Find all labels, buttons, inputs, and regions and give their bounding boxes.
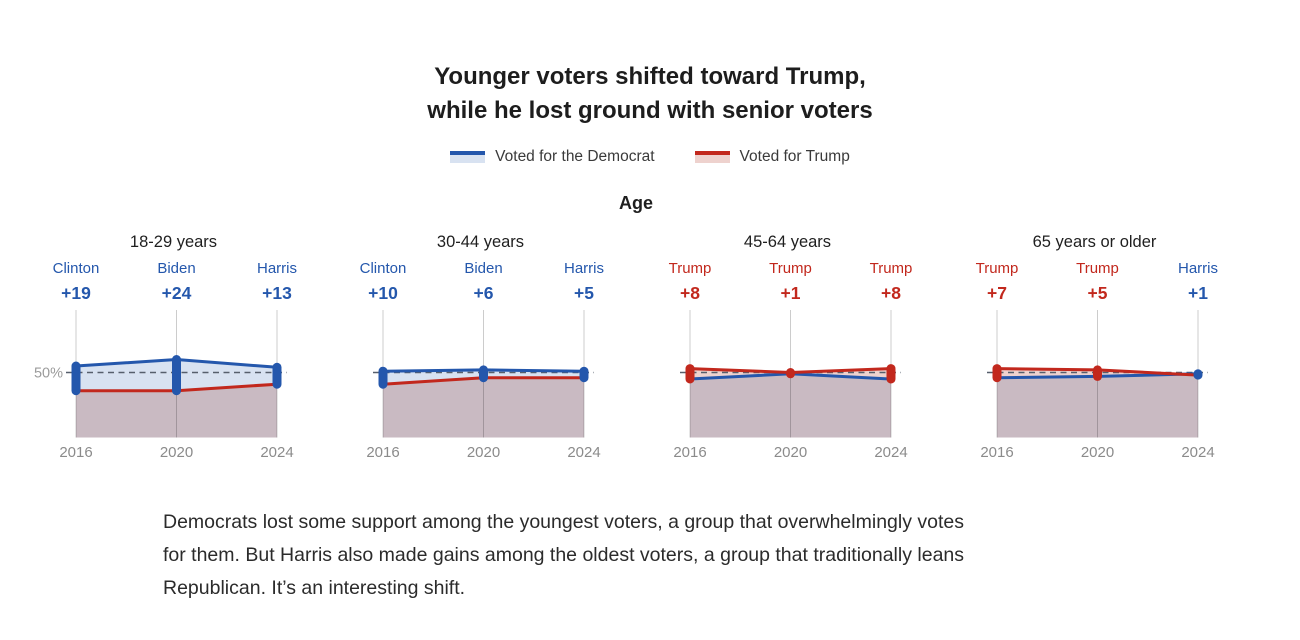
trend-chart: 2016 2020 2024 [673,310,908,461]
year-label: 2020 [774,444,807,461]
year-label: 2024 [260,444,293,461]
caption-line: Republican. It’s an interesting shift. [163,577,466,599]
winner-margin: +1 [780,283,801,303]
age-heading: Age [618,193,653,213]
winner-name: Trump [1076,260,1119,277]
age-panel: 65 years or older Trump +7 Trump +5 Harris +1… [941,230,1248,472]
legend-label-trump: Voted for Trump [739,148,850,165]
year-label: 2016 [980,444,1013,461]
winner-label: Trump +5 [1046,261,1150,304]
winner-name: Biden [157,260,196,277]
trend-chart: 2016 2020 2024 [366,310,601,461]
winner-name: Harris [1178,260,1218,277]
winner-label: Clinton +19 [24,261,128,304]
winner-margin: +5 [574,283,594,303]
legend: Voted for the Democrat Voted for Trump [0,148,1300,166]
caption-line: for them. But Harris also made gains amo… [163,544,965,566]
winner-margin: +8 [680,283,700,303]
winner-label: Trump +8 [839,261,943,304]
winner-margin: +7 [987,283,1007,303]
panel-title: 30-44 years [436,233,525,251]
year-label: 2020 [467,444,500,461]
winner-margin: +8 [881,283,901,303]
winner-name: Trump [668,260,712,277]
winner-label: Biden +6 [432,261,536,304]
winner-label: Harris +1 [1146,261,1250,304]
winner-margin: +1 [1188,283,1208,303]
winner-margin: +6 [473,283,494,303]
rep-area [383,377,584,438]
year-label: 2024 [567,444,600,461]
panel-title: 18-29 years [129,233,218,251]
winner-margin: +24 [161,283,192,303]
trend-chart: 2016 2020 2024 50% [34,310,294,461]
rep-area [690,368,891,438]
legend-item-democrat: Voted for the Democrat [450,148,655,166]
year-label: 2016 [59,444,92,461]
small-multiples: 18-29 years Clinton +19 Biden +24 Harris +13 2… [20,230,1248,472]
chart-title-line1: Younger voters shifted toward Trump, [434,63,866,90]
winner-label: Trump +1 [739,261,843,304]
age-panel: 30-44 years Clinton +10 Biden +6 Harris +5 201… [327,230,634,472]
age-panel: 18-29 years Clinton +19 Biden +24 Harris +13 2… [20,230,327,472]
winner-label: Trump +7 [945,261,1049,304]
age-panel: 45-64 years Trump +8 Trump +1 Trump +8 2016 202… [634,230,941,472]
panel-title: 65 years or older [1032,233,1157,251]
winner-name: Trump [769,260,812,277]
legend-item-trump: Voted for Trump [694,148,850,166]
chart-title: Younger voters shifted toward Trump, whi… [0,60,1300,128]
trend-chart: 2016 2020 2024 [980,310,1215,461]
winner-name: Trump [975,260,1019,277]
chart-title-line2: while he lost ground with senior voters [427,97,873,124]
panel-title: 45-64 years [743,233,832,251]
winner-label: Harris +5 [532,261,636,304]
fifty-percent-label: 50% [34,366,63,382]
winner-name: Trump [869,260,913,277]
year-label: 2020 [160,444,193,461]
winner-name: Biden [464,260,503,277]
winner-margin: +19 [61,283,91,303]
year-label: 2020 [1081,444,1114,461]
winner-margin: +13 [262,283,292,303]
year-label: 2016 [366,444,399,461]
winner-name: Clinton [359,260,407,277]
winner-name: Harris [564,260,604,277]
winner-label: Clinton +10 [331,261,435,304]
caption: Democrats lost some support among the yo… [163,506,964,605]
rep-area [997,368,1198,438]
rep-area [76,384,277,438]
winner-label: Harris +13 [225,261,329,304]
winner-margin: +10 [368,283,398,303]
democrat-swatch-icon [450,151,486,163]
caption-line: Democrats lost some support among the yo… [163,511,964,533]
winner-margin: +5 [1087,283,1108,303]
winner-name: Clinton [52,260,100,277]
year-label: 2016 [673,444,706,461]
year-label: 2024 [874,444,907,461]
winner-label: Trump +8 [638,261,742,304]
winner-name: Harris [257,260,297,277]
year-label: 2024 [1181,444,1214,461]
legend-label-democrat: Voted for the Democrat [495,148,655,165]
trump-swatch-icon [694,151,730,163]
winner-label: Biden +24 [125,261,229,304]
